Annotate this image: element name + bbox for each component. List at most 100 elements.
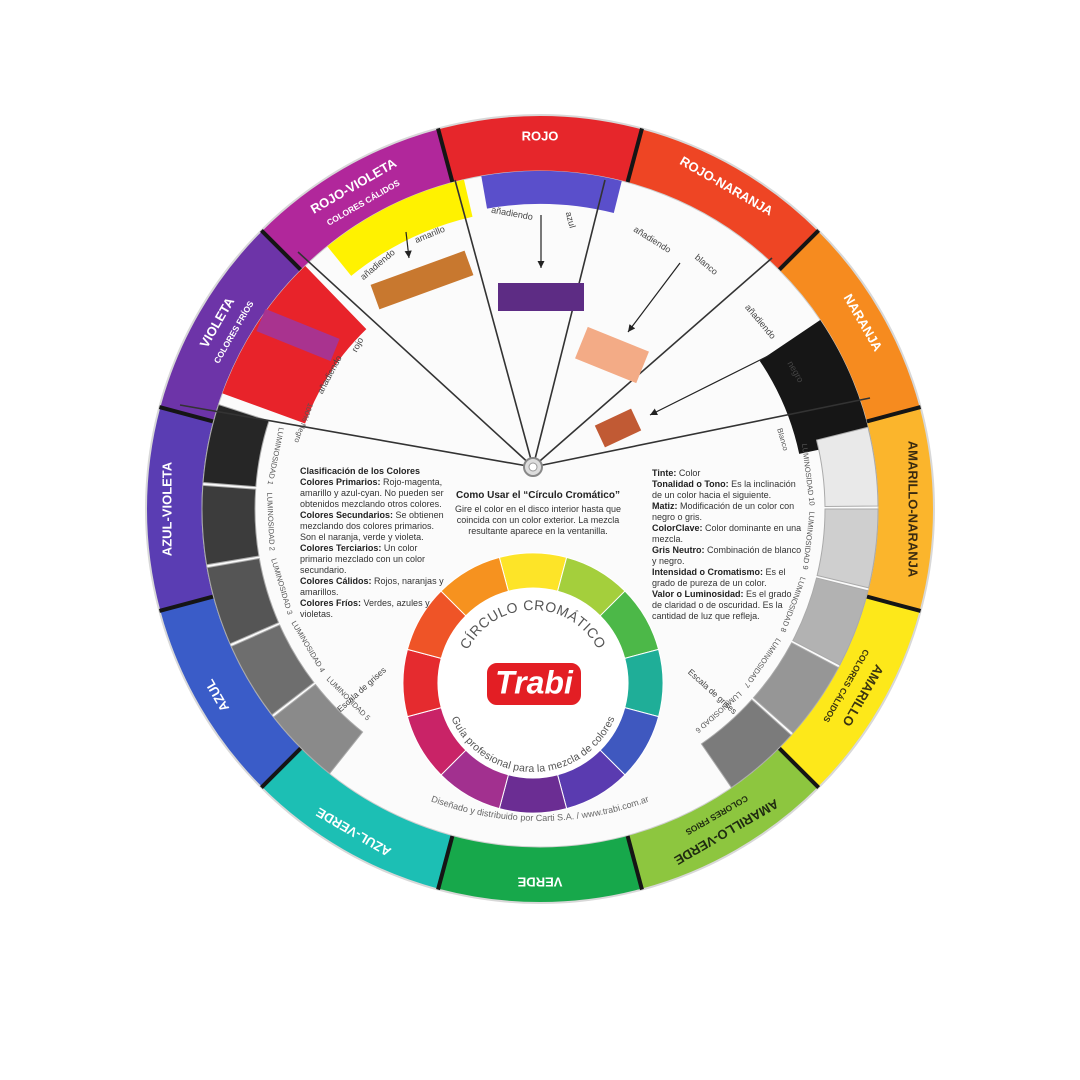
arrow	[627, 262, 681, 333]
entry-term: Colores Secundarios:	[300, 510, 394, 520]
gray-box	[816, 508, 879, 589]
gray-box	[202, 403, 270, 488]
entry: Tonalidad o Tono: Es la inclinación de u…	[652, 479, 802, 501]
spoke	[454, 179, 534, 468]
entry-term: Tonalidad o Tono:	[652, 479, 729, 489]
gray-box	[206, 557, 280, 645]
ring-label: ROJO	[522, 128, 559, 143]
center-segment	[624, 648, 664, 718]
spoke	[532, 179, 606, 468]
how-to-text: Gire el color en el disco interior hasta…	[454, 504, 622, 536]
entry-term: ColorClave:	[652, 523, 703, 533]
entry-text: Rojos, naranjas y amarillos.	[300, 576, 444, 597]
entry: Colores Cálidos: Rojos, naranjas y amari…	[300, 576, 446, 598]
pivot-hole	[528, 462, 538, 472]
mix-swatch	[594, 408, 642, 448]
entry-term: Gris Neutro:	[652, 545, 705, 555]
gray-box	[230, 624, 315, 716]
entry-text: Color	[678, 468, 701, 478]
glossary: Tinte: Color Tonalidad o Tono: Es la incl…	[652, 468, 802, 622]
spoke	[532, 397, 871, 468]
brand-badge	[485, 661, 583, 707]
entry-term: Colores Fríos:	[300, 598, 362, 608]
center-segment	[498, 774, 568, 814]
gray-box	[700, 698, 792, 789]
mix-added: azul	[564, 211, 578, 230]
entry-text: Es el grado de claridad o de oscuridad. …	[652, 589, 792, 621]
ring-segment	[160, 231, 301, 422]
classification: Clasificación de los Colores Colores Prim…	[300, 466, 446, 620]
center-segment	[498, 552, 568, 592]
ring-segment	[438, 116, 642, 183]
entry-term: Colores Terciarios:	[300, 543, 382, 553]
entry-text: Verdes, azules y violetas.	[300, 598, 430, 619]
entry-term: Valor o Luminosidad:	[652, 589, 744, 599]
window-yellow	[327, 179, 473, 276]
ring-separator	[158, 594, 216, 613]
ring-segment	[627, 748, 818, 889]
mix-swatch	[575, 326, 649, 384]
gray-box	[201, 484, 260, 566]
ring-segment	[262, 748, 453, 889]
arrow	[649, 354, 771, 416]
spoke	[297, 251, 534, 468]
entry-text: Es la inclinación de un color hacia el s…	[652, 479, 796, 500]
ring-segment	[438, 835, 642, 902]
mix-swatch	[256, 308, 340, 362]
spoke	[532, 257, 773, 468]
gray-box	[792, 577, 869, 666]
mix-swatch	[370, 250, 474, 310]
gray-box	[752, 642, 840, 734]
gray-label: LUMINOSIDAD 2	[265, 492, 277, 551]
classification-heading: Clasificación de los Colores	[300, 466, 421, 476]
ring-segment	[866, 407, 933, 611]
how-to: Como Usar el “Círculo Cromático” Gire el …	[452, 490, 624, 537]
ring-segment	[147, 407, 214, 611]
entry: Colores Primarios: Rojo-magenta, amarill…	[300, 477, 446, 510]
arrow	[404, 231, 412, 259]
entry-term: Tinte:	[652, 468, 677, 478]
entry: Colores Terciarios: Un color primario me…	[300, 543, 446, 576]
entry-term: Colores Primarios:	[300, 477, 381, 487]
how-to-heading: Como Usar el “Círculo Cromático”	[456, 490, 620, 501]
entry-text: Modificación de un color con negro o gri…	[652, 501, 795, 522]
spoke	[179, 404, 534, 468]
ring-separator	[776, 228, 821, 273]
entry-text: Es el grado de pureza de un color.	[652, 567, 786, 588]
ring-segment	[160, 596, 301, 787]
ring-separator	[436, 833, 455, 891]
entry-text: Combinación de blanco y negro.	[652, 545, 802, 566]
entry: Colores Secundarios: Se obtienen mezclan…	[300, 510, 446, 543]
window-black	[759, 319, 871, 454]
entry-term: Matiz:	[652, 501, 678, 511]
ring-separator	[776, 745, 821, 790]
entry: Tinte: Color	[652, 468, 802, 479]
ring-segment	[627, 129, 818, 270]
entry-term: Intensidad o Cromatismo:	[652, 567, 764, 577]
gray-box	[272, 683, 364, 775]
ring-separator	[259, 228, 304, 273]
entry: ColorClave: Color dominante en una mezcl…	[652, 523, 802, 545]
entry-text: Rojo-magenta, amarillo y azul-cyan. No p…	[300, 477, 444, 509]
ring-separator	[259, 745, 304, 790]
center-segment	[402, 648, 442, 718]
ring-label: AMARILLO-NARANJA	[906, 441, 921, 578]
entry-text: Color dominante en una mezcla.	[652, 523, 802, 544]
brand: Trabi	[495, 664, 574, 700]
entry: Valor o Luminosidad: Es el grado de clar…	[652, 589, 802, 622]
entry: Matiz: Modificación de un color con negr…	[652, 501, 802, 523]
ring-separator	[158, 405, 216, 424]
ring-separator	[436, 127, 455, 185]
ring-segment	[779, 596, 920, 787]
ring-label: VERDE	[517, 875, 562, 890]
entry: Colores Fríos: Verdes, azules y violetas…	[300, 598, 446, 620]
entry-term: Colores Cálidos:	[300, 576, 372, 586]
ring-separator	[625, 833, 644, 891]
window-blue	[481, 171, 622, 214]
entry-text: Se obtienen mezclando dos colores primar…	[300, 510, 444, 542]
gray-box	[815, 426, 879, 508]
entry: Intensidad o Cromatismo: Es el grado de …	[652, 567, 802, 589]
entry-text: Un color primario mezclado con un color …	[300, 543, 426, 575]
